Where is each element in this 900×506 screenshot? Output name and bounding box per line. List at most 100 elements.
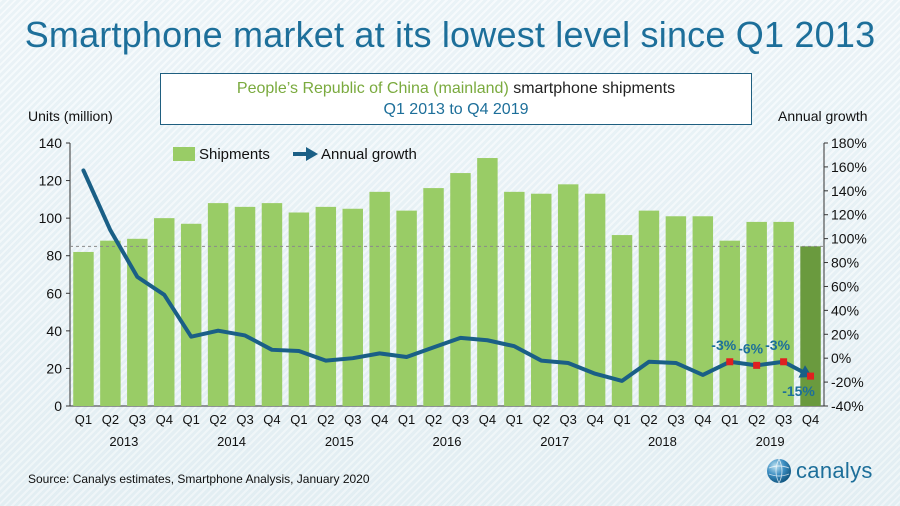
bar — [665, 216, 687, 406]
page-title: Smartphone market at its lowest level si… — [24, 14, 876, 55]
source-note: Source: Canalys estimates, Smartphone An… — [28, 472, 370, 486]
x-tick-label: Q1 — [613, 412, 630, 427]
x-tick-label: Q3 — [344, 412, 361, 427]
y2-axis-title: Annual growth — [778, 108, 868, 124]
bar — [100, 240, 121, 406]
y-tick-label: 100 — [39, 210, 63, 226]
x-tick-label: Q1 — [75, 412, 92, 427]
growth-line — [81, 168, 786, 383]
y2-tick-label: 120% — [831, 207, 867, 223]
growth-marker — [807, 372, 815, 380]
legend-label-shipments: Shipments — [199, 146, 270, 163]
x-tick-label: Q4 — [371, 412, 388, 427]
growth-data-label: -6% — [738, 340, 763, 356]
subtitle-line-2: Q1 2013 to Q4 2019 — [383, 101, 529, 118]
bar — [369, 191, 390, 406]
x-tick-label: Q2 — [425, 412, 442, 427]
growth-line-group: -3% -6% -3% -15% — [81, 168, 815, 399]
subtitle-line-1: People’s Republic of China (mainland) sm… — [161, 80, 751, 98]
growth-data-label: -3% — [711, 337, 736, 353]
bar — [557, 184, 579, 406]
x-year-label: 2014 — [217, 434, 246, 449]
bar — [315, 206, 337, 406]
bar — [423, 188, 444, 406]
x-tick-label: Q2 — [102, 412, 119, 427]
bar — [719, 240, 740, 406]
growth-data-label: -3% — [765, 337, 790, 353]
x-axis-labels: Q1 Q2 Q3 Q4 Q1 Q2 Q3 Q4 Q1 Q2 Q3 Q4 Q1 Q2 Q3 Q4 Q1 Q2 Q3 Q4… — [75, 412, 819, 449]
brand-logo: canalys — [766, 458, 873, 484]
x-tick-label: Q2 — [317, 412, 334, 427]
x-tick-label: Q4 — [156, 412, 173, 427]
growth-data-label: -15% — [782, 383, 815, 399]
bar — [504, 191, 525, 406]
y2-tick-label: 100% — [831, 231, 867, 247]
x-year-label: 2019 — [756, 434, 785, 449]
bar — [477, 158, 498, 406]
y2-tick-label: 40% — [831, 302, 859, 318]
bar — [73, 251, 94, 406]
y2-tick-label: -20% — [831, 374, 864, 390]
x-year-label: 2017 — [540, 434, 569, 449]
growth-marker — [753, 361, 761, 369]
legend-arrow-growth — [306, 147, 318, 161]
x-tick-label: Q2 — [209, 412, 226, 427]
x-year-label: 2015 — [325, 434, 354, 449]
y-tick-label: 80 — [46, 248, 62, 264]
bars — [73, 158, 821, 406]
subtitle-box: People’s Republic of China (mainland) sm… — [160, 73, 752, 125]
x-year-label: 2013 — [109, 434, 138, 449]
bar — [450, 173, 471, 406]
legend: Shipments Annual growth — [173, 146, 417, 163]
x-tick-label: Q4 — [479, 412, 496, 427]
y-axis-title: Units (million) — [28, 108, 113, 124]
bar — [773, 221, 794, 406]
y2-tick-label: 160% — [831, 159, 867, 175]
globe-icon — [767, 458, 791, 484]
brand-name: canalys — [796, 458, 873, 483]
y2-tick-label: 0% — [831, 350, 851, 366]
y2-tick-label: 60% — [831, 278, 859, 294]
y-tick-label: 20 — [46, 360, 62, 376]
y-tick-label: 40 — [46, 323, 62, 339]
bar — [261, 203, 283, 406]
bar — [638, 210, 660, 406]
y2-tick-label: 80% — [831, 255, 859, 271]
y-tick-label: 140 — [39, 135, 63, 151]
growth-marker — [780, 358, 788, 366]
x-tick-label: Q4 — [586, 412, 603, 427]
x-tick-label: Q3 — [236, 412, 253, 427]
bar — [531, 193, 552, 406]
y2-tick-label: -40% — [831, 398, 864, 414]
bar — [396, 210, 417, 406]
axes: 0 20 40 60 80 100 120 140 -40% -20% 0% 20% 40% 60% 80%… — [39, 135, 867, 414]
x-tick-label: Q3 — [775, 412, 792, 427]
x-tick-label: Q3 — [452, 412, 469, 427]
y-tick-label: 0 — [54, 398, 62, 414]
x-tick-label: Q3 — [667, 412, 684, 427]
y-tick-label: 60 — [46, 285, 62, 301]
bar — [154, 218, 175, 406]
y2-tick-label: 140% — [831, 183, 867, 199]
legend-swatch-shipments — [173, 147, 195, 161]
bar — [692, 216, 714, 406]
y2-tick-label: 180% — [831, 135, 867, 151]
x-year-label: 2018 — [648, 434, 677, 449]
x-tick-label: Q2 — [640, 412, 657, 427]
x-tick-label: Q2 — [533, 412, 550, 427]
x-tick-label: Q1 — [398, 412, 415, 427]
bar — [288, 212, 310, 406]
legend-label-growth: Annual growth — [321, 146, 417, 163]
x-tick-label: Q4 — [694, 412, 711, 427]
bar — [342, 208, 363, 406]
x-tick-label: Q3 — [129, 412, 146, 427]
x-tick-label: Q1 — [506, 412, 523, 427]
x-tick-label: Q1 — [183, 412, 200, 427]
bar — [207, 203, 229, 406]
y-tick-label: 120 — [39, 173, 63, 189]
x-tick-label: Q1 — [290, 412, 307, 427]
bar — [746, 221, 767, 406]
x-tick-label: Q4 — [802, 412, 819, 427]
x-year-label: 2016 — [433, 434, 462, 449]
